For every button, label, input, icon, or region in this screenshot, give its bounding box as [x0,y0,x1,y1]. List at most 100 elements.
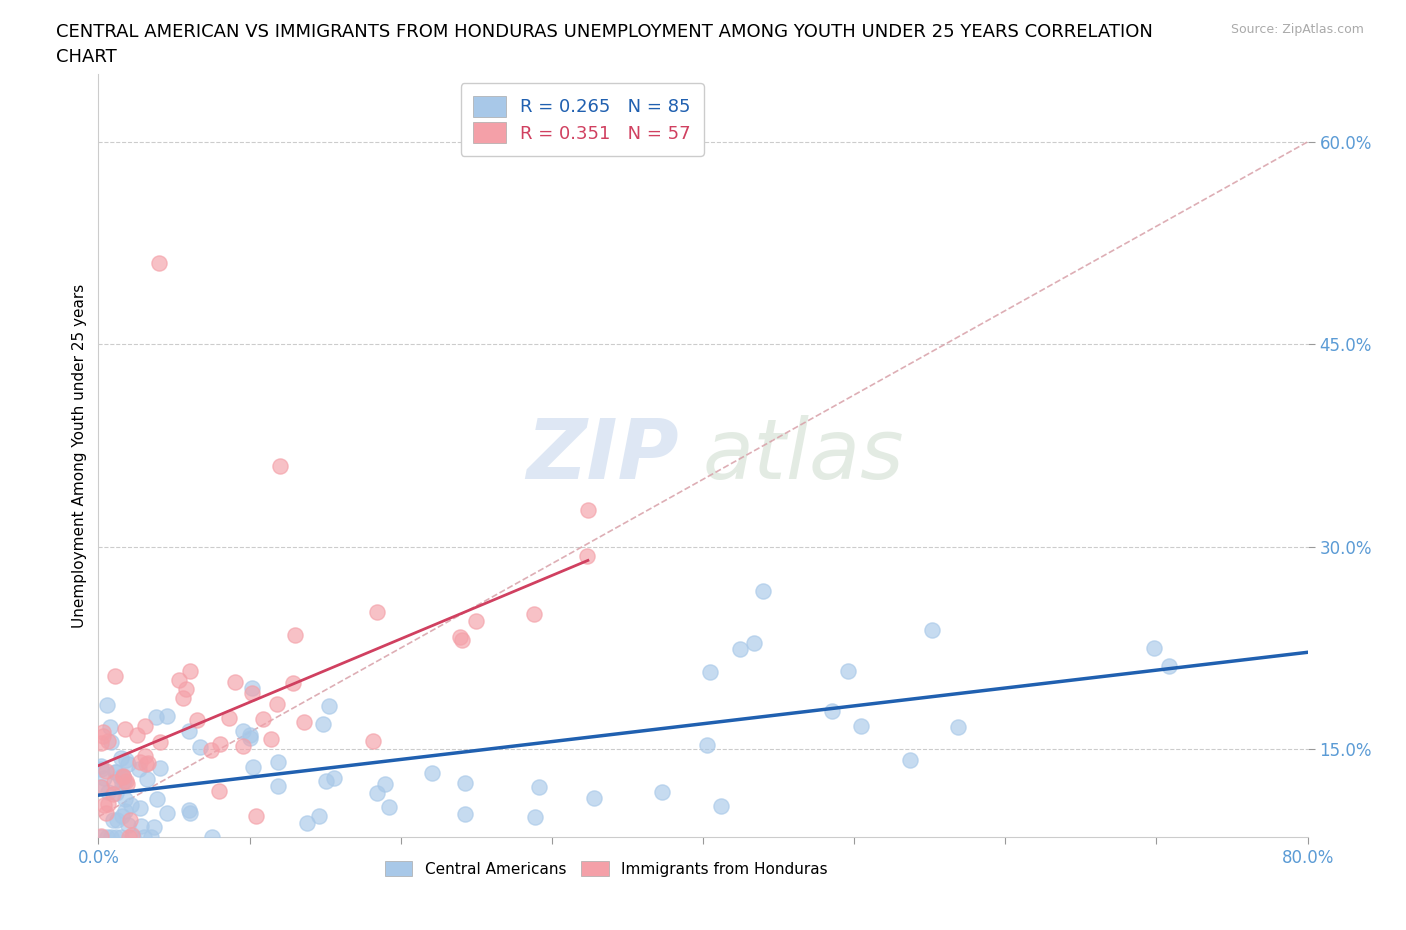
Point [156,709,179,724]
Point [117,777,139,791]
Point [97,734,120,749]
Point [111,768,134,783]
Point [97,785,120,800]
Point [117,817,139,832]
Y-axis label: Unemployment Among Youth under 25 years: Unemployment Among Youth under 25 years [72,284,87,628]
Legend: Central Americans, Immigrants from Honduras: Central Americans, Immigrants from Hondu… [378,855,834,883]
Point [849,718,872,733]
Point [696,737,718,752]
Point [751,584,773,599]
Point [898,752,921,767]
Point [134,749,156,764]
Point [93,798,115,813]
Point [252,711,274,726]
Point [728,642,751,657]
Point [315,774,337,789]
Point [149,735,172,750]
Point [582,790,605,805]
Point [267,778,290,793]
Point [179,805,201,820]
Point [90,779,112,794]
Point [156,805,179,820]
Point [112,773,135,788]
Point [186,713,208,728]
Point [90,829,112,844]
Point [145,710,167,724]
Point [96,698,118,712]
Text: CHART: CHART [56,48,117,66]
Point [131,819,153,834]
Point [136,771,159,786]
Point [239,727,262,742]
Point [292,714,315,729]
Point [224,674,246,689]
Point [318,698,340,713]
Point [576,549,599,564]
Point [576,502,599,517]
Text: ZIP: ZIP [526,415,679,497]
Point [91,728,114,743]
Point [529,779,551,794]
Point [111,768,134,783]
Point [115,753,138,768]
Point [104,785,127,800]
Point [200,742,222,757]
Point [118,812,141,827]
Point [242,760,264,775]
Point [110,830,132,844]
Point [122,830,145,844]
Point [174,682,197,697]
Point [207,784,229,799]
Point [311,716,333,731]
Point [366,786,388,801]
Point [232,738,254,753]
Point [111,808,134,823]
Point [363,734,385,749]
Text: Source: ZipAtlas.com: Source: ZipAtlas.com [1230,23,1364,36]
Point [295,815,318,830]
Point [148,256,170,271]
Point [115,774,138,789]
Text: CENTRAL AMERICAN VS IMMIGRANTS FROM HONDURAS UNEMPLOYMENT AMONG YOUTH UNDER 25 Y: CENTRAL AMERICAN VS IMMIGRANTS FROM HOND… [56,23,1153,41]
Point [374,777,396,791]
Point [366,604,388,619]
Point [118,830,141,844]
Point [169,673,191,688]
Point [104,830,127,844]
Point [921,623,943,638]
Point [90,830,112,844]
Point [209,737,232,751]
Point [129,801,152,816]
Point [114,791,136,806]
Point [266,696,288,711]
Point [179,663,201,678]
Point [94,805,117,820]
Point [110,751,132,765]
Point [201,830,224,844]
Point [90,762,112,777]
Point [177,724,200,739]
Point [90,780,112,795]
Point [111,776,134,790]
Point [127,727,149,742]
Point [837,663,859,678]
Point [281,675,304,690]
Point [179,803,201,817]
Point [139,830,162,844]
Point [524,810,547,825]
Point [946,719,969,734]
Point [121,828,143,843]
Point [650,785,672,800]
Point [449,630,471,644]
Point [94,764,117,778]
Point [135,756,157,771]
Point [172,691,194,706]
Point [1159,658,1181,673]
Point [104,668,127,683]
Point [420,765,443,780]
Point [450,632,472,647]
Point [117,757,139,772]
Point [188,739,211,754]
Point [91,724,114,739]
Point [269,458,291,473]
